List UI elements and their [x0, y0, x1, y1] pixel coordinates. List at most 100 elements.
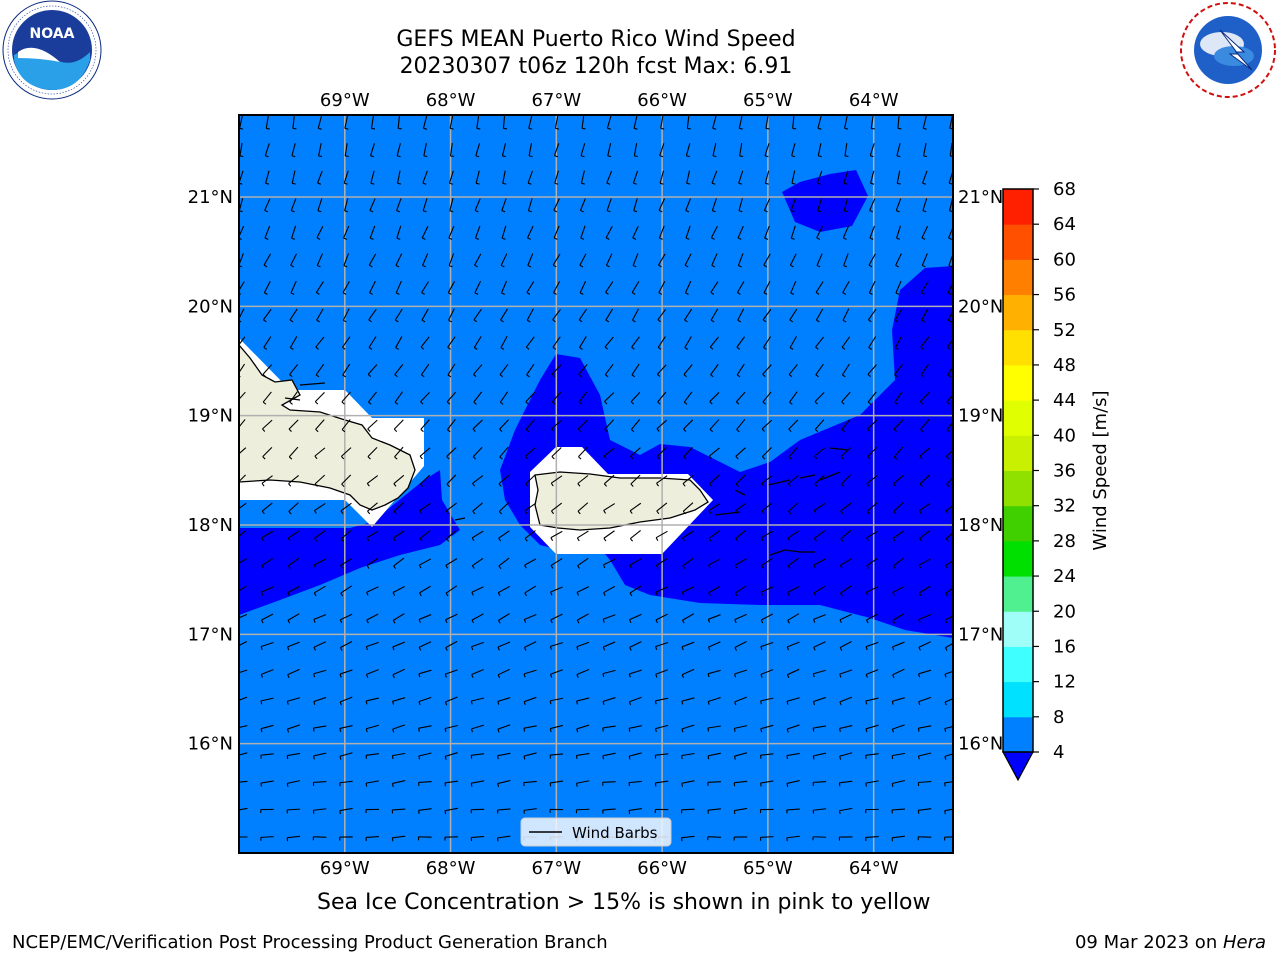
lat-tick-label: 20°N — [958, 296, 1003, 317]
wind-barb — [684, 280, 692, 295]
wind-barb — [681, 697, 695, 705]
wind-barb — [945, 449, 953, 460]
wind-barb — [553, 143, 560, 158]
wind-barb — [264, 225, 271, 240]
wind-barb — [501, 225, 507, 240]
wind-barb — [472, 419, 483, 432]
wind-barb — [474, 280, 482, 295]
wind-barb — [339, 807, 353, 815]
wind-barb — [550, 586, 563, 596]
wind-barb — [397, 115, 402, 130]
colorbar-tick-label: 32 — [1053, 496, 1076, 517]
wind-barb — [865, 669, 879, 678]
wind-barb — [291, 143, 296, 158]
wind-barb — [656, 364, 667, 378]
wind-barb — [737, 225, 744, 240]
wind-barb — [654, 780, 669, 787]
wind-barb — [239, 725, 248, 728]
wind-barb — [471, 613, 484, 624]
wind-barb — [313, 558, 326, 569]
wind-barb — [867, 419, 878, 432]
wind-barb — [918, 558, 931, 569]
wind-barb — [631, 281, 640, 295]
wind-barb — [632, 253, 639, 268]
wind-barb — [318, 143, 323, 158]
wind-barb — [944, 725, 953, 733]
lon-tick-label: 66°W — [637, 90, 687, 111]
wind-barb — [286, 697, 301, 705]
colorbar-segment — [1003, 224, 1033, 260]
wind-barb — [287, 668, 300, 679]
wind-barb — [684, 308, 693, 323]
wind-barb — [759, 808, 774, 814]
wind-barb — [760, 530, 773, 542]
wind-barb — [470, 753, 485, 759]
wind-barb — [470, 697, 485, 705]
graticule — [239, 115, 953, 853]
wind-barb — [814, 391, 825, 405]
wind-barb — [339, 836, 353, 841]
wind-barb — [444, 752, 458, 760]
wind-barb — [239, 447, 247, 455]
wind-barb — [735, 447, 746, 460]
colorbar-segment — [1003, 611, 1033, 647]
wind-barb — [765, 115, 770, 130]
wind-barb — [602, 725, 616, 732]
wind-barb — [739, 142, 744, 158]
wind-barb — [867, 446, 878, 460]
wind-barb — [580, 225, 586, 240]
wind-barb — [473, 364, 483, 378]
wind-barb — [629, 585, 642, 597]
wind-barb — [549, 808, 564, 813]
wind-barb — [681, 808, 695, 814]
lat-tick-label: 18°N — [958, 515, 1003, 536]
wind-barb — [654, 808, 669, 813]
wind-barb — [838, 807, 853, 815]
wind-barb — [762, 391, 772, 405]
wind-barb — [367, 419, 378, 432]
wind-barb — [682, 475, 694, 487]
wind-barb — [449, 198, 454, 213]
wind-barb — [681, 586, 695, 596]
wind-barb — [918, 585, 931, 597]
wind-barb — [764, 170, 770, 185]
wind-barb — [497, 724, 511, 733]
wind-barb — [891, 835, 906, 842]
wind-barb — [895, 253, 902, 268]
wind-barb — [786, 835, 800, 842]
wind-barb — [865, 753, 879, 759]
wind-barb — [498, 502, 510, 515]
wind-barb — [315, 281, 324, 295]
colorbar-segment — [1003, 716, 1033, 753]
wind-barb — [420, 336, 430, 350]
wind-barb — [286, 752, 301, 760]
wind-barb — [921, 225, 929, 240]
wind-barb — [447, 336, 456, 350]
wind-barb — [659, 170, 665, 185]
wind-barb — [655, 613, 668, 624]
wind-barb — [917, 752, 932, 760]
wind-barb — [575, 753, 590, 759]
wind-barb — [842, 308, 850, 323]
wind-barb — [239, 529, 247, 537]
wind-barb — [527, 253, 534, 268]
wind-barb — [290, 198, 297, 213]
wind-barb — [630, 419, 641, 433]
wind-barb — [812, 725, 827, 732]
wind-barb — [339, 725, 353, 732]
lat-tick-label: 20°N — [188, 296, 233, 317]
wind-barb — [944, 753, 953, 760]
wind-barb — [840, 447, 852, 460]
wind-barb — [761, 502, 773, 515]
colorbar-tick-label: 60 — [1053, 249, 1076, 270]
wind-barb — [314, 502, 326, 514]
wind-barb — [865, 641, 879, 651]
wind-barb — [685, 225, 691, 240]
wind-barb — [628, 780, 643, 787]
wind-barb — [575, 808, 590, 814]
wind-barb — [790, 280, 797, 295]
wind-barb — [239, 115, 244, 130]
wind-barb — [733, 780, 748, 787]
wind-barb — [577, 475, 589, 487]
wind-barb — [579, 280, 587, 295]
